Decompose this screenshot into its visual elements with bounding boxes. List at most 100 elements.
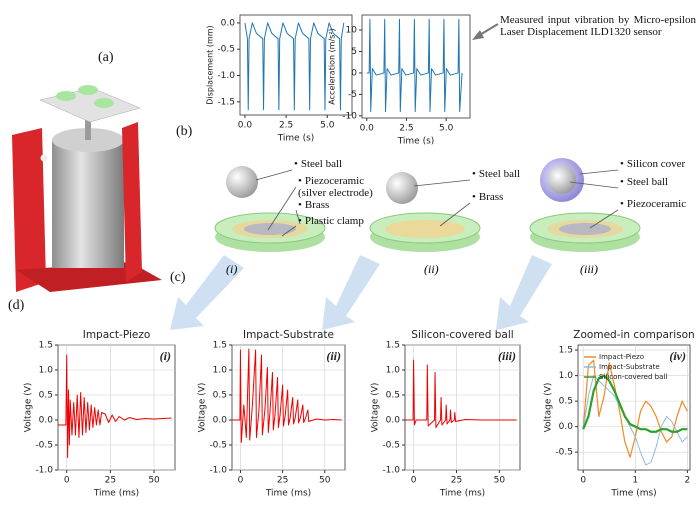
y-tick-label: 0.5 xyxy=(386,391,400,401)
x-tick-label: 2.5 xyxy=(279,121,293,131)
panel-annotation: (i) xyxy=(160,349,171,363)
chart-title: Zoomed-in comparison xyxy=(573,329,694,341)
plot-area xyxy=(57,344,176,471)
y-axis-label: Voltage (V) xyxy=(371,383,381,433)
data-line xyxy=(405,359,517,428)
y-tick-label: 1.5 xyxy=(386,341,400,351)
x-tick-label: 2.5 xyxy=(399,124,413,134)
y-tick-label: -1.5 xyxy=(217,97,235,107)
x-tick-label: 0.0 xyxy=(238,121,253,131)
x-tick-label: 1 xyxy=(632,476,638,486)
x-tick-label: 50 xyxy=(494,476,506,486)
x-tick-label: 5.0 xyxy=(320,121,335,131)
y-tick-label: -0.5 xyxy=(35,441,53,451)
diagram-label: Steel ball xyxy=(620,176,700,188)
x-tick-label: 25 xyxy=(277,476,288,486)
disc-diagrams xyxy=(214,158,641,252)
y-tick-label: 0.0 xyxy=(386,416,401,426)
y-tick-label: 1.5 xyxy=(213,341,227,351)
x-tick-label: 0 xyxy=(238,476,244,486)
y-tick-label: 0.0 xyxy=(213,416,228,426)
y-axis-label: Acceleration (m/s²) xyxy=(328,28,337,104)
plot-area xyxy=(239,14,353,116)
diagram-label: Piezoceramic xyxy=(620,198,700,210)
x-axis-label: Time (ms) xyxy=(265,489,311,499)
x-tick-label: 5.0 xyxy=(439,124,454,134)
y-tick-label: 0.0 xyxy=(221,18,236,28)
x-tick-label: 25 xyxy=(105,476,116,486)
y-tick-label: 0 xyxy=(351,68,357,78)
data-line xyxy=(582,374,688,433)
diagram-label: Steel ball xyxy=(294,158,390,170)
diagram-label: Piezoceramic (silver electrode) xyxy=(298,175,394,199)
x-axis-label: Time (s) xyxy=(397,137,435,147)
y-tick-label: 5 xyxy=(351,47,357,57)
x-axis-label: Time (ms) xyxy=(610,489,656,499)
panel-annotation: (ii) xyxy=(326,349,341,363)
sensor-note: Measured input vibration by Micro-epsilo… xyxy=(500,14,696,38)
panel-label: (d) xyxy=(8,298,25,313)
diagram-label: Silicon cover xyxy=(620,158,700,170)
y-tick-label: -0.5 xyxy=(555,448,573,458)
y-tick-label: 0.0 xyxy=(39,416,54,426)
panel-annotation: (iv) xyxy=(669,349,686,363)
y-tick-label: -0.5 xyxy=(209,441,227,451)
y-tick-label: 1.0 xyxy=(213,366,228,376)
y-axis-label: Voltage (V) xyxy=(24,383,34,433)
y-tick-label: -1.0 xyxy=(209,466,227,476)
y-tick-label: -10 xyxy=(342,111,357,121)
data-line xyxy=(244,22,345,111)
legend-label: Impact-Piezo xyxy=(599,353,644,361)
y-axis-label: Voltage (V) xyxy=(198,383,208,433)
data-line xyxy=(58,354,172,458)
chart-title: Impact-Substrate xyxy=(243,329,334,341)
y-tick-label: -0.5 xyxy=(382,441,400,451)
data-line xyxy=(366,18,463,113)
plot-area xyxy=(404,344,521,471)
x-axis-label: Time (ms) xyxy=(439,489,485,499)
panel-annotation: (iii) xyxy=(498,349,516,363)
sensor-arrow xyxy=(472,23,499,40)
diagram-label: Brass xyxy=(472,191,552,203)
x-tick-label: 50 xyxy=(319,476,331,486)
plot-area xyxy=(577,344,691,471)
diagram-tag: (iii) xyxy=(580,262,598,276)
x-tick-label: 2 xyxy=(685,476,691,486)
y-tick-label: -1.0 xyxy=(35,466,53,476)
legend-label: Silicon-covered ball xyxy=(599,373,667,381)
y-tick-label: 1.0 xyxy=(386,366,401,376)
flow-arrows xyxy=(170,255,552,330)
y-tick-label: 0.0 xyxy=(559,422,574,432)
diagram-tag: (ii) xyxy=(424,262,439,276)
y-tick-label: 10 xyxy=(346,26,358,36)
diagram-label: Steel ball xyxy=(472,168,552,180)
y-tick-label: -5 xyxy=(348,90,357,100)
panel-label: (c) xyxy=(170,270,186,285)
y-tick-label: -0.5 xyxy=(217,45,235,55)
y-tick-label: -1.0 xyxy=(217,71,235,81)
x-tick-label: 50 xyxy=(148,476,160,486)
y-tick-label: 1.5 xyxy=(39,341,53,351)
x-tick-label: 0 xyxy=(64,476,70,486)
x-tick-label: 25 xyxy=(451,476,462,486)
data-line xyxy=(582,375,688,466)
y-tick-label: 1.0 xyxy=(39,366,54,376)
panel-label: (b) xyxy=(176,124,193,139)
x-axis-label: Time (s) xyxy=(277,134,315,144)
device-illustration xyxy=(12,85,162,292)
y-tick-label: 1.0 xyxy=(559,371,574,381)
diagram-tag: (i) xyxy=(226,262,238,276)
y-tick-label: 0.5 xyxy=(39,391,53,401)
diagram-label: Plastic clamp xyxy=(298,215,394,227)
x-axis-label: Time (ms) xyxy=(93,489,139,499)
diagram-label: Brass xyxy=(298,199,394,211)
data-line xyxy=(232,348,342,443)
y-tick-label: -1.0 xyxy=(382,466,400,476)
x-tick-label: 0.0 xyxy=(360,124,375,134)
legend-label: Impact-Substrate xyxy=(599,363,660,371)
y-axis-label: Voltage (V) xyxy=(544,383,554,433)
x-tick-label: 0 xyxy=(411,476,417,486)
y-tick-label: 1.5 xyxy=(559,346,573,356)
